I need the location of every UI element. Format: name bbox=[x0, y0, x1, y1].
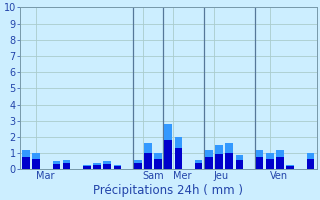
Bar bbox=[307, 153, 314, 159]
Bar bbox=[205, 150, 213, 169]
Bar bbox=[63, 160, 70, 163]
Bar bbox=[32, 153, 40, 169]
Bar bbox=[225, 143, 233, 169]
Bar bbox=[215, 145, 223, 169]
Bar bbox=[286, 165, 294, 169]
Bar bbox=[93, 163, 101, 165]
Bar bbox=[266, 153, 274, 169]
Bar bbox=[174, 137, 182, 148]
Bar bbox=[32, 153, 40, 159]
Bar bbox=[276, 150, 284, 157]
Bar bbox=[286, 165, 294, 166]
Bar bbox=[276, 150, 284, 169]
Bar bbox=[195, 160, 203, 169]
Bar bbox=[144, 143, 152, 169]
Bar bbox=[134, 160, 141, 169]
Bar bbox=[154, 153, 162, 169]
Bar bbox=[174, 137, 182, 169]
Bar bbox=[154, 153, 162, 159]
Bar bbox=[205, 150, 213, 157]
Bar bbox=[63, 160, 70, 169]
Bar bbox=[93, 163, 101, 169]
Bar bbox=[134, 160, 141, 163]
Bar bbox=[307, 153, 314, 169]
Bar bbox=[266, 153, 274, 159]
Bar bbox=[236, 155, 243, 169]
Bar bbox=[22, 150, 30, 169]
Bar bbox=[225, 143, 233, 153]
Bar bbox=[114, 165, 121, 169]
Bar bbox=[256, 150, 263, 169]
Bar bbox=[195, 160, 203, 163]
Bar bbox=[164, 124, 172, 140]
Bar bbox=[53, 161, 60, 164]
Bar bbox=[53, 161, 60, 169]
Bar bbox=[144, 143, 152, 153]
Bar bbox=[103, 161, 111, 169]
Bar bbox=[256, 150, 263, 157]
Bar bbox=[83, 165, 91, 169]
X-axis label: Précipitations 24h ( mm ): Précipitations 24h ( mm ) bbox=[93, 184, 243, 197]
Bar bbox=[114, 165, 121, 166]
Bar bbox=[83, 165, 91, 166]
Bar bbox=[164, 124, 172, 169]
Bar bbox=[103, 161, 111, 164]
Bar bbox=[22, 150, 30, 157]
Bar bbox=[215, 145, 223, 154]
Bar bbox=[236, 155, 243, 160]
